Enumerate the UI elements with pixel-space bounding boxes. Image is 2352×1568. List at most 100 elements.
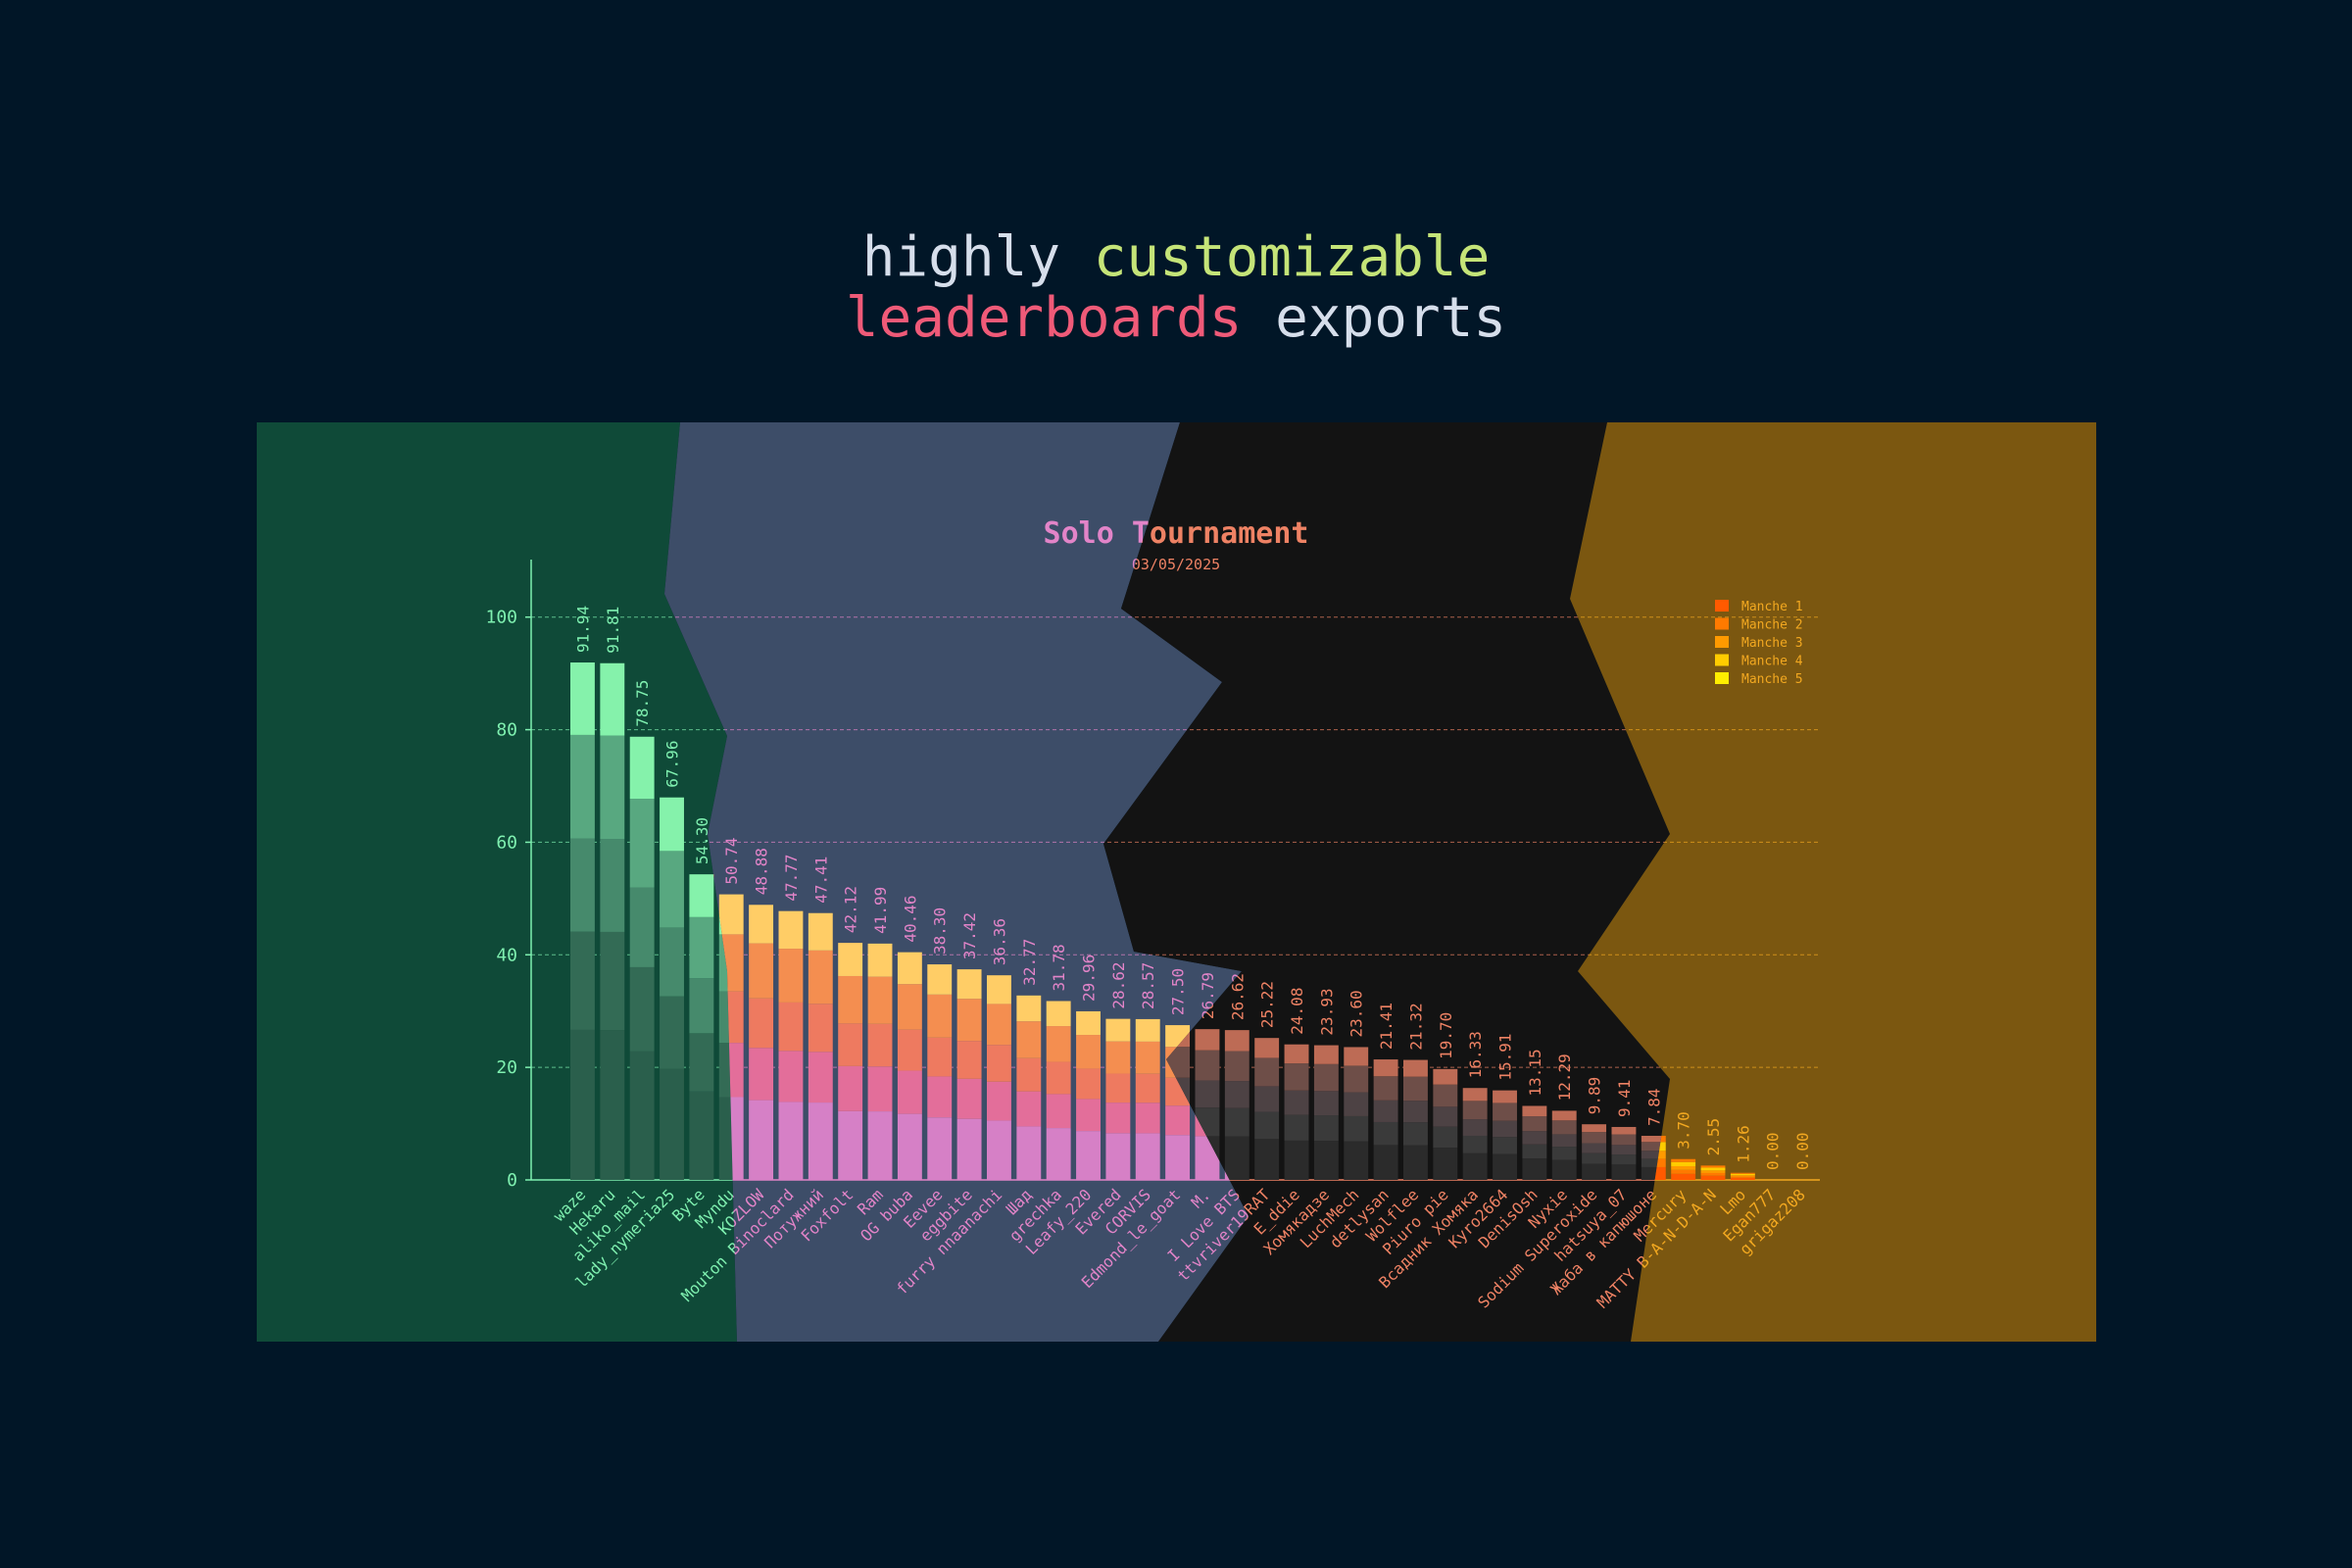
bar-segment bbox=[1700, 1170, 1726, 1173]
bar-value-label: 9.89 bbox=[1586, 1077, 1604, 1115]
bar-segment bbox=[1076, 1099, 1101, 1132]
bar-segment bbox=[1105, 1102, 1131, 1134]
bar-segment bbox=[1373, 1076, 1398, 1101]
bar-segment bbox=[1611, 1145, 1637, 1155]
bar-segment bbox=[749, 1048, 774, 1101]
bar-segment bbox=[629, 887, 655, 967]
headline-line2-part-1: exports bbox=[1242, 286, 1507, 350]
bar-segment bbox=[1551, 1147, 1577, 1160]
bar-segment bbox=[1403, 1145, 1428, 1180]
bar-segment bbox=[1313, 1063, 1339, 1092]
bar-segment bbox=[1284, 1044, 1309, 1064]
bar-segment bbox=[1016, 1091, 1042, 1127]
bar-segment bbox=[1135, 1133, 1160, 1180]
bar-segment bbox=[1493, 1090, 1517, 1103]
bar-segment bbox=[1105, 1041, 1131, 1074]
bar-segment bbox=[660, 1068, 684, 1180]
bar-segment bbox=[1195, 1050, 1220, 1081]
bar-segment bbox=[749, 1100, 774, 1180]
bar-value-label: 0.00 bbox=[1764, 1132, 1783, 1170]
bar-value-label: 21.32 bbox=[1406, 1003, 1425, 1050]
bar-segment bbox=[987, 1081, 1011, 1121]
bar-segment bbox=[1730, 1176, 1755, 1178]
bar-segment bbox=[1313, 1141, 1339, 1180]
bar-segment bbox=[778, 910, 804, 950]
bar-segment bbox=[838, 1023, 863, 1066]
bar-segment bbox=[1284, 1090, 1309, 1115]
bar-value-label: 31.78 bbox=[1050, 944, 1068, 991]
bar-segment bbox=[570, 662, 595, 735]
bar-segment bbox=[987, 1120, 1011, 1180]
bar-segment bbox=[1462, 1135, 1488, 1153]
bar-value-label: 38.30 bbox=[931, 907, 950, 955]
bar-segment bbox=[987, 975, 1011, 1004]
bar-segment bbox=[1641, 1151, 1666, 1159]
bar-segment bbox=[1135, 1073, 1160, 1103]
bar-segment bbox=[1313, 1091, 1339, 1116]
bar-segment bbox=[897, 1070, 922, 1114]
bar-value-label: 1.26 bbox=[1734, 1125, 1752, 1163]
bar-segment bbox=[1046, 1026, 1071, 1062]
bar-segment bbox=[1551, 1120, 1577, 1135]
bar-segment bbox=[629, 966, 655, 1052]
bar-segment bbox=[867, 1111, 893, 1180]
bar-segment bbox=[867, 976, 893, 1024]
bar-segment bbox=[1165, 1135, 1191, 1180]
bar-segment bbox=[1522, 1116, 1547, 1132]
bar-value-label: 37.42 bbox=[960, 912, 979, 959]
bar-segment bbox=[808, 1052, 833, 1103]
bar-segment bbox=[570, 838, 595, 932]
bar-segment bbox=[689, 978, 714, 1034]
bar-segment bbox=[1493, 1102, 1517, 1121]
bar-segment bbox=[1671, 1169, 1696, 1174]
bar-segment bbox=[1522, 1131, 1547, 1145]
bar-segment bbox=[1700, 1175, 1726, 1180]
bar-value-label: 29.96 bbox=[1080, 955, 1099, 1002]
background-region-amber bbox=[1570, 422, 2096, 1342]
bar-segment bbox=[1344, 1065, 1369, 1093]
bar-segment bbox=[956, 1118, 982, 1180]
bar-segment bbox=[1224, 1051, 1250, 1082]
bar-value-label: 48.88 bbox=[753, 848, 771, 895]
bar-segment bbox=[867, 943, 893, 977]
bar-value-label: 13.15 bbox=[1526, 1049, 1544, 1096]
headline-line-2: leaderboards exports bbox=[0, 288, 2352, 349]
bar-segment bbox=[1671, 1165, 1696, 1170]
legend-label: Manche 5 bbox=[1741, 672, 1803, 687]
bar-segment bbox=[867, 1023, 893, 1067]
leaderboard-chart-panel: 0 20 40 60 80 100 91.94 waze 91.81 Hekaru 78.75 ali… bbox=[257, 422, 2096, 1342]
bar-segment bbox=[570, 1029, 595, 1180]
bar-value-label: 47.41 bbox=[811, 857, 830, 904]
bar-segment bbox=[838, 1065, 863, 1111]
bar-value-label: 40.46 bbox=[901, 895, 919, 942]
bar-segment bbox=[1522, 1144, 1547, 1159]
bar-segment bbox=[1403, 1076, 1428, 1102]
bar-segment bbox=[1016, 995, 1042, 1022]
bar-segment bbox=[1433, 1126, 1458, 1149]
bar-segment bbox=[1700, 1167, 1726, 1171]
bar-value-label: 16.33 bbox=[1466, 1031, 1485, 1078]
bar-segment bbox=[1105, 1018, 1131, 1042]
legend-label: Manche 3 bbox=[1741, 636, 1803, 651]
bar-segment bbox=[570, 734, 595, 839]
legend-swatch bbox=[1715, 654, 1729, 666]
bar-value-label: 42.12 bbox=[842, 886, 860, 933]
bar-segment bbox=[1582, 1163, 1607, 1180]
bar-segment bbox=[1671, 1161, 1696, 1166]
bar-segment bbox=[1046, 1061, 1071, 1095]
bar-segment bbox=[1641, 1142, 1666, 1152]
bar-segment bbox=[1224, 1030, 1250, 1052]
bar-segment bbox=[927, 964, 953, 995]
bar-segment bbox=[1641, 1158, 1666, 1167]
bar-segment bbox=[1224, 1136, 1250, 1180]
bar-segment bbox=[1284, 1114, 1309, 1141]
bar-segment bbox=[778, 949, 804, 1003]
bar-segment bbox=[956, 969, 982, 1000]
bar-segment bbox=[749, 998, 774, 1049]
bar-segment bbox=[689, 874, 714, 917]
y-tick-label: 20 bbox=[496, 1057, 517, 1078]
bar-segment bbox=[1730, 1175, 1755, 1177]
bar-segment bbox=[1611, 1164, 1637, 1180]
bar-segment bbox=[1135, 1102, 1160, 1134]
